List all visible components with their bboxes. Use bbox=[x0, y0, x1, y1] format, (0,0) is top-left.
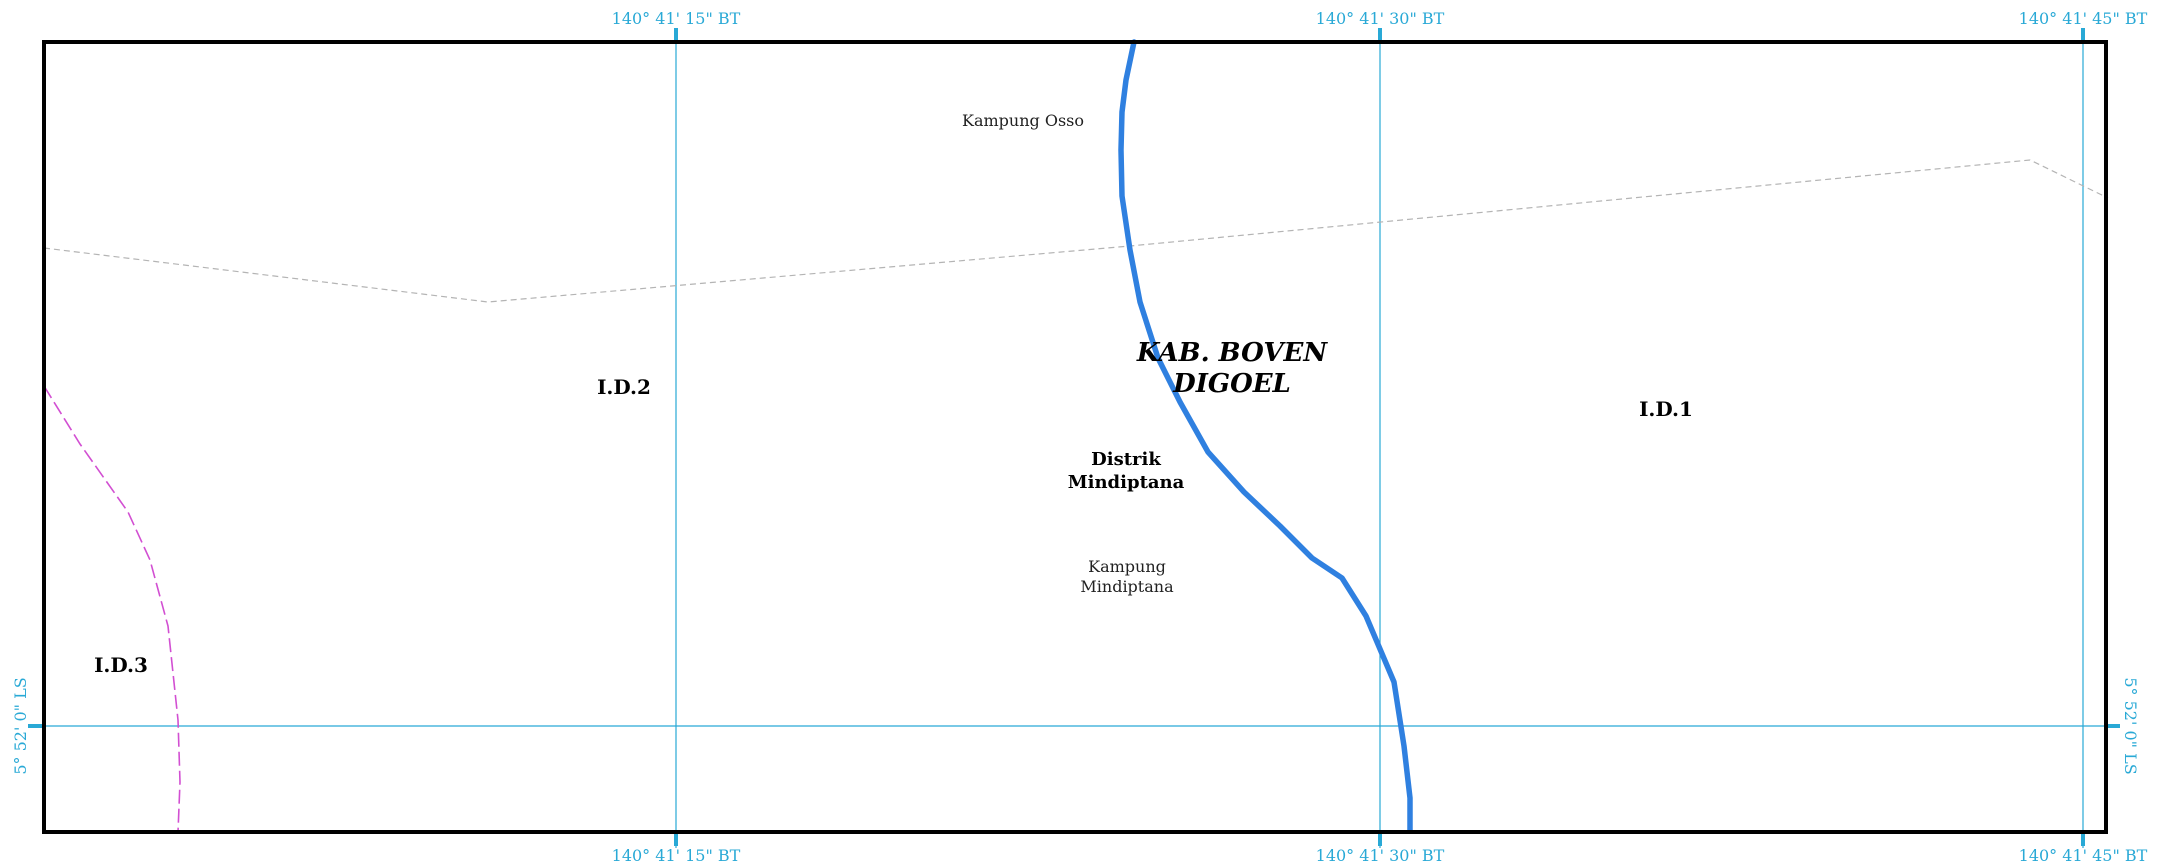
village-label-mindiptana-line2: Mindiptana bbox=[1080, 577, 1174, 596]
lon-label-top-2: 140° 41' 30" BT bbox=[1316, 9, 1445, 28]
lon-label-top-1: 140° 41' 15" BT bbox=[612, 9, 741, 28]
district-label-line1: Distrik bbox=[1091, 449, 1161, 470]
boundary-line-gray bbox=[43, 159, 2109, 303]
region-label-id2: I.D.2 bbox=[597, 375, 651, 399]
map-frame bbox=[42, 40, 2108, 834]
graticule bbox=[28, 28, 2120, 848]
village-label-mindiptana-line1: Kampung bbox=[1088, 557, 1166, 576]
village-label-osso: Kampung Osso bbox=[962, 111, 1084, 130]
boundary-line-magenta bbox=[43, 385, 181, 833]
district-label-line2: Mindiptana bbox=[1068, 472, 1185, 493]
lat-label-left-1: 5° 52' 0" LS bbox=[11, 677, 30, 774]
admin-label-line1: KAB. BOVEN bbox=[1136, 338, 1328, 368]
lon-label-bottom-1: 140° 41' 15" BT bbox=[612, 846, 741, 863]
lat-label-right-1: 5° 52' 0" LS bbox=[2121, 677, 2140, 774]
admin-label-line2: DIGOEL bbox=[1172, 369, 1291, 399]
lon-label-top-3: 140° 41' 45" BT bbox=[2019, 9, 2148, 28]
lon-label-bottom-3: 140° 41' 45" BT bbox=[2019, 846, 2148, 863]
region-label-id1: I.D.1 bbox=[1639, 397, 1693, 421]
lon-label-bottom-2: 140° 41' 30" BT bbox=[1316, 846, 1445, 863]
river-line bbox=[1118, 39, 1413, 833]
region-label-id3: I.D.3 bbox=[94, 653, 148, 677]
